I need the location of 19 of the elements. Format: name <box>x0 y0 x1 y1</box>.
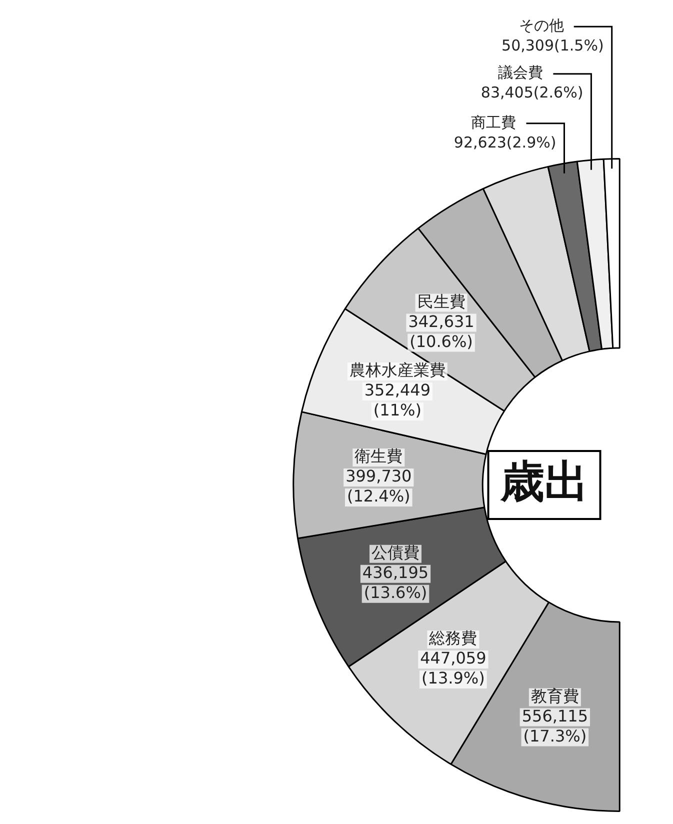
text: 歳出 <box>499 456 588 508</box>
data-label: 352,449 (11%) <box>364 380 431 420</box>
slice-label: 議会費 <box>498 64 544 82</box>
data-label: 83,405(2.6%) <box>480 84 584 102</box>
slice-label: その他 <box>518 16 564 35</box>
slice-label: 教育費 <box>530 686 579 706</box>
slice-label: 商工費 <box>471 113 516 132</box>
slice-label: 民生費 <box>417 292 466 311</box>
data-label: 342,631 (10.6%) <box>408 312 474 351</box>
data-label: 436,195 (13.6%) <box>362 563 429 602</box>
data-label: 556,115 (17.3%) <box>522 706 588 746</box>
data-label: 399,730 (12.4%) <box>346 466 412 506</box>
slice-label: 総務費 <box>428 628 478 648</box>
data-label: 50,309(1.5%) <box>502 36 604 55</box>
slice-label: 衛生費 <box>354 446 403 466</box>
slice-label: 農林水産業費 <box>349 360 446 380</box>
slice-label: 公債費 <box>371 543 420 562</box>
data-label: 92,623(2.9%) <box>454 133 556 152</box>
data-label: 447,059 (13.9%) <box>420 648 486 688</box>
